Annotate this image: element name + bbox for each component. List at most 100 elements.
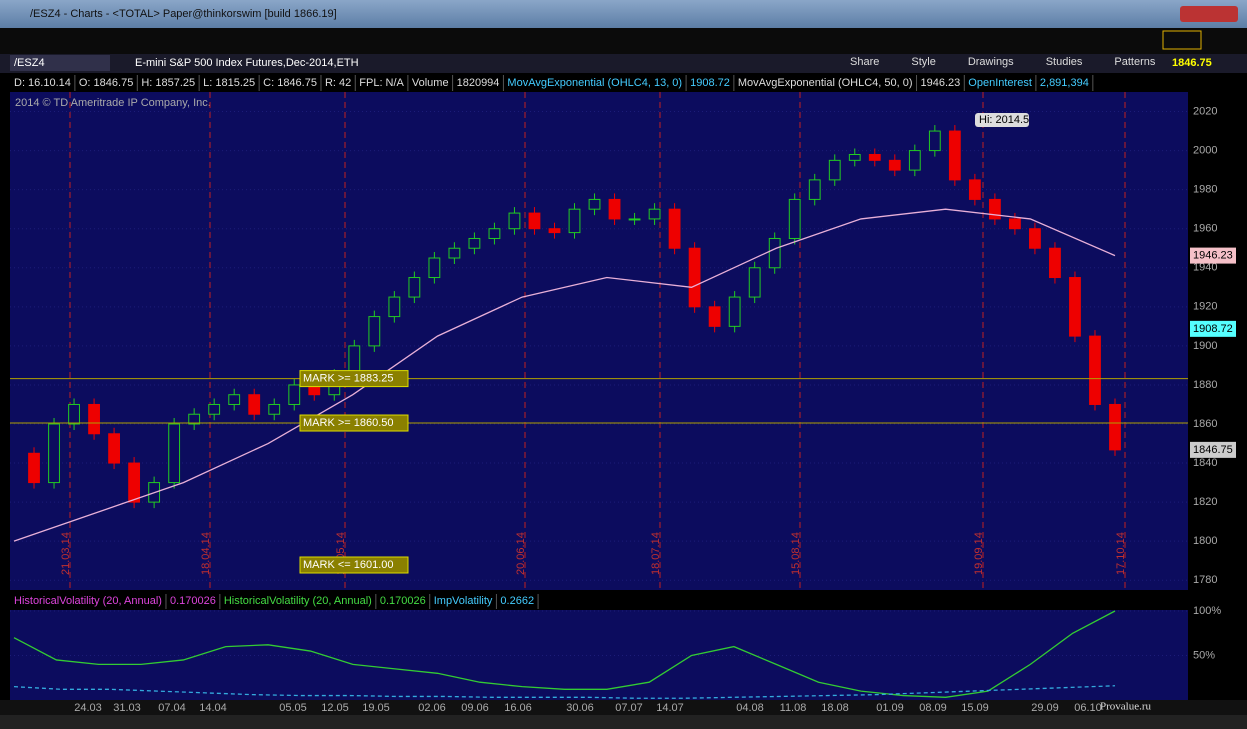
lower-header-cell: HistoricalVolatility (20, Annual) [14,595,162,607]
lower-header-cell: 0.170026 [380,595,426,607]
toolbar-item[interactable]: Style [911,56,935,68]
candle-body [1109,403,1121,451]
symbol-bar [0,54,1247,73]
candle-body [248,394,261,415]
alert-box[interactable] [299,414,409,432]
candle-body [28,452,40,484]
price-flag [1190,247,1236,264]
alert-label: MARK <= 1601.00 [303,559,394,571]
candle-body [508,212,521,230]
candle-body [868,153,881,161]
candle-body [128,462,141,503]
date-label: 29.09 [1031,702,1059,714]
y-tick-label: 1960 [1193,223,1217,235]
lower-tick-label: 50% [1193,649,1215,661]
candle-body [708,306,721,327]
candle-body [68,403,80,425]
symbol-tab[interactable] [10,55,110,71]
scrollbar[interactable] [0,715,1247,729]
expiration-label: 15.08.14 [790,532,802,575]
date-label: 06.10 [1074,702,1102,714]
info-cell: R: 42 [325,77,351,89]
candle-body [528,212,541,230]
title-bar [0,0,1247,28]
date-label: 02.06 [418,702,446,714]
candle-body [688,247,701,308]
candle-body [668,208,681,249]
expiration-label: 21.03.14 [60,532,72,575]
candle-body [628,218,641,221]
info-cell: D: 16.10.14 [14,77,71,89]
date-label: 07.04 [158,702,186,714]
date-label: 16.06 [504,702,532,714]
date-label: 31.03 [113,702,141,714]
info-cell: MovAvgExponential (OHLC4, 50, 0) [738,77,913,89]
info-cell: 1946.23 [921,77,961,89]
candle-body [968,179,981,200]
candle-body [408,277,421,298]
candle-body [468,237,481,249]
expiration-label: 18.07.14 [650,532,662,575]
lower-header [10,593,1188,610]
candle-body [168,423,181,484]
info-bar [10,74,1188,91]
expiration-label: 19.09.14 [973,532,985,575]
lower-header-cell: 0.170026 [170,595,216,607]
toolbar-item[interactable]: Patterns [1114,56,1155,68]
link-box[interactable] [1162,30,1202,50]
iv-line [13,685,1116,699]
candle-body [888,159,901,171]
candle-body [828,159,841,181]
candle-body [108,433,120,464]
candle-body [268,403,281,415]
candle-body [188,413,201,425]
candle-body [748,267,761,298]
info-cell: OpenInterest [968,77,1032,89]
candle-body [1009,218,1021,230]
candle-body [208,403,221,415]
candle-body [928,130,941,152]
date-label: 01.09 [876,702,904,714]
info-cell: 2,891,394 [1040,77,1089,89]
candle-body [288,384,301,405]
symbol-description: E-mini S&P 500 Index Futures,Dec-2014,ET… [135,57,359,69]
chart-area [10,92,1188,590]
candle-body [1069,277,1081,337]
candle-body [648,208,661,220]
alert-label: MARK >= 1860.50 [303,417,394,429]
y-tick-label: 2020 [1193,105,1217,117]
candle-body [988,198,1001,220]
price-flag [1190,441,1236,458]
expiration-label: 18.04.14 [200,532,212,575]
alert-label: MARK >= 1883.25 [303,373,394,385]
y-tick-label: 1880 [1193,379,1217,391]
alert-box[interactable] [299,370,409,388]
candle-body [588,198,601,210]
date-label: 19.05 [362,702,390,714]
window-buttons[interactable] [1180,6,1238,22]
price-flag-label: 1946.23 [1193,250,1233,262]
info-cell: H: 1857.25 [141,77,195,89]
date-label: 14.04 [199,702,227,714]
date-label: 04.08 [736,702,764,714]
candle-body [1029,228,1041,249]
alert-box[interactable] [299,556,409,574]
candle-body [808,179,821,200]
date-axis [0,700,1247,715]
date-label: 09.06 [461,702,489,714]
candle-body [948,130,961,181]
info-cell: 1820994 [457,77,500,89]
toolbar-item[interactable]: Studies [1046,56,1083,68]
high-box [975,113,1029,127]
y-tick-label: 2000 [1193,144,1217,156]
price-flag-label: 1846.75 [1193,444,1233,456]
candle-body [228,394,241,405]
toolbar-item[interactable]: Share [850,56,879,68]
candle-body [908,150,921,171]
y-tick-label: 1860 [1193,418,1217,430]
candle-body [48,423,60,484]
toolbar-item[interactable]: Drawings [968,56,1014,68]
ema50-line [13,208,1116,542]
